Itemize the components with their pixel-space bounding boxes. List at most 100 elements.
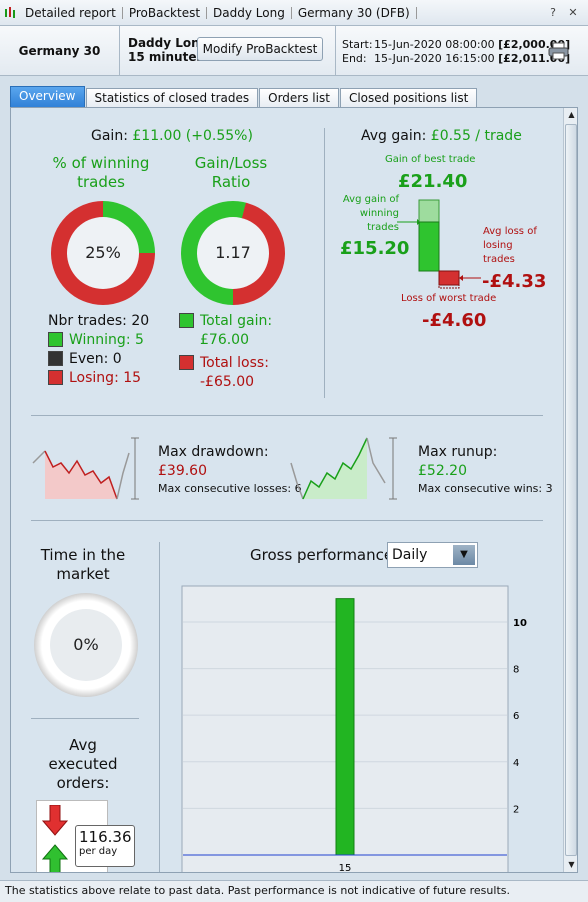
vertical-scrollbar[interactable]: ▲ ▼ [563,108,577,872]
x-tick-label: 15 [339,863,352,873]
runup-label: Max runup: [418,444,498,460]
tab-orders-list[interactable]: Orders list [259,88,339,108]
avg-gain-label: Avg gain: [361,128,427,144]
period-select-value: Daily [392,547,428,563]
report-header: Germany 30 (DFB) Daddy Long 15 minutes M… [0,26,588,108]
strategy-timeframe: 15 minutes [128,50,204,64]
gain-value: £11.00 (+0.55%) [132,128,253,144]
winning-trades-donut: 25% [51,201,155,305]
instrument-name: Germany 30 (DFB) [0,26,120,108]
drawdown-value: £39.60 [158,463,207,479]
close-icon[interactable]: ✕ [568,6,578,19]
report-tabs: Overview Statistics of closed trades Ord… [10,86,478,108]
help-icon[interactable]: ? [550,6,556,19]
winning-title-line1: % of winning [52,154,150,172]
section-divider-2 [31,520,543,521]
window-titlebar: Detailed report ProBacktest Daddy Long G… [0,0,588,26]
section-divider-vertical [324,128,325,398]
runup-area [303,438,367,499]
runup-consecutive: Max consecutive wins: 3 [418,482,553,495]
section-divider-3 [31,718,139,719]
avg-trade-bars [397,199,481,289]
tab-closed-positions-list[interactable]: Closed positions list [339,88,478,108]
totals: Total gain: £76.00 Total loss: -£65.00 [179,312,272,392]
even-count: Even: 0 [69,351,122,367]
avg-win-line1: Avg gain of [342,194,399,205]
pre-drawdown-line [32,450,46,464]
best-trade-bar [418,199,440,223]
scroll-up-icon[interactable]: ▲ [568,110,575,119]
ratio-title-line2: Ratio [211,173,251,191]
drawdown-area [45,451,117,499]
buy-arrow-icon [41,844,69,872]
gain-loss-ratio-donut: 1.17 [181,201,285,305]
drawdown-line [44,450,118,500]
market-title-line1: Time in the [40,546,126,564]
avg-win-line2: winning [359,208,399,219]
breadcrumb-probacktest: ProBacktest [123,6,208,19]
period-select[interactable]: Daily ▼ [387,542,478,568]
avg-loss-line1: Avg loss of [483,226,537,237]
chevron-down-icon[interactable]: ▼ [453,545,475,565]
runup-value: £52.20 [418,463,467,479]
pre-runup-line [290,462,304,500]
tab-overview[interactable]: Overview [10,86,85,108]
avg-loss-line2: losing [483,240,513,251]
winning-title-line2: trades [77,173,125,191]
y-tick-label: 10 [513,618,527,629]
start-label: Start: [342,38,373,51]
time-in-market-title: Time in the market [31,546,135,584]
losing-arrowhead [459,275,463,281]
scroll-down-icon[interactable]: ▼ [568,860,575,869]
total-loss-value: -£65.00 [200,374,255,390]
app-logo-icon [4,6,16,20]
post-drawdown-line [116,452,130,500]
total-loss-icon [179,355,194,370]
strategy-info: Daddy Long 15 minutes [128,36,208,64]
avg-losing-value: -£4.33 [482,271,547,292]
y-tick-label: 4 [513,758,519,769]
gain-label: Gain: [91,128,128,144]
y-tick-label: 8 [513,665,519,676]
post-runup-line [366,437,386,484]
ratio-title-line1: Gain/Loss [194,154,268,172]
winning-pct-value: 25% [67,217,139,289]
printer-icon[interactable] [548,42,570,60]
strategy-name: Daddy Long [128,36,209,50]
worst-trade-value: -£4.60 [422,310,487,331]
losing-count: Losing: 15 [69,370,142,386]
worst-trade-label: Loss of worst trade [401,293,497,304]
orders-value: 116.36 [79,828,132,846]
tab-statistics-closed-trades[interactable]: Statistics of closed trades [85,88,259,108]
best-trade-value: £21.40 [398,171,468,192]
backtest-dates: Start:15-Jun-2020 08:00:00 [£2,000.00] E… [342,38,570,66]
total-gain-label: Total gain: [200,313,273,329]
avg-gain-summary: Avg gain: £0.55 / trade [361,128,522,144]
scrollbar-thumb[interactable] [565,124,577,856]
avg-executed-orders-title: Avg executed orders: [31,736,135,793]
y-tick-label: 2 [513,804,519,815]
gross-performance-title: Gross performance [250,546,394,564]
ratio-value: 1.17 [197,217,269,289]
total-loss-label: Total loss: [200,355,269,371]
avg-gain-value: £0.55 / trade [430,128,522,144]
sell-arrow-icon [41,805,69,836]
total-gain-icon [179,313,194,328]
section-divider-1 [31,415,543,416]
section-divider-vertical-2 [159,542,160,872]
worst-loss-bar [438,270,460,289]
gain-loss-ratio-title: Gain/Loss Ratio [171,154,291,192]
gross-performance-chart: 2 4 6 8 10 15 [181,585,527,873]
best-trade-label: Gain of best trade [385,154,476,165]
time-in-market-gauge: 0% [34,593,138,697]
overview-panel: Gain: £11.00 (+0.55%) % of winning trade… [10,107,578,873]
losing-legend-icon [48,370,63,385]
time-in-market-value: 0% [50,609,122,681]
disclaimer-footer: The statistics above relate to past data… [0,880,588,902]
modify-probacktest-button[interactable]: Modify ProBacktest [197,37,323,61]
avg-win-line3: trades [367,222,399,233]
end-label: End: [342,52,367,65]
orders-title-line1: Avg [69,736,97,754]
runup-line [302,437,368,500]
breadcrumb-report: Detailed report [19,6,123,19]
